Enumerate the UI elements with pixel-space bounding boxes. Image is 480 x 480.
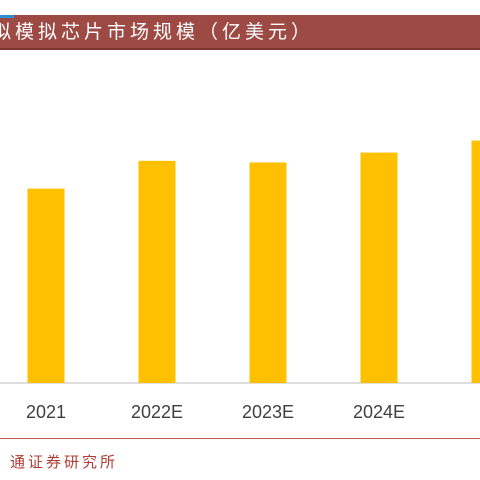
- source-divider: [0, 438, 480, 439]
- bar-2025E: [471, 140, 480, 383]
- bar-2021: [27, 188, 65, 383]
- bar-2024E: [360, 152, 398, 383]
- title-bar: 拟模拟芯片市场规模（亿美元）: [0, 15, 480, 50]
- bar-2023E: [249, 162, 287, 383]
- bar-series: [27, 140, 480, 383]
- source-note: ：通证券研究所: [0, 453, 119, 471]
- x-tick-label-2021: 2021: [26, 402, 66, 422]
- bar-2022E: [138, 160, 176, 383]
- title-accent-mark: [0, 15, 14, 18]
- x-axis-tick-labels: 20212022E2023E2024E20: [26, 402, 480, 422]
- x-tick-label-2024E: 2024E: [353, 402, 405, 422]
- x-tick-label-2023E: 2023E: [242, 402, 294, 422]
- x-tick-label-2022E: 2022E: [131, 402, 183, 422]
- chart-title: 拟模拟芯片市场规模（亿美元）: [0, 21, 315, 43]
